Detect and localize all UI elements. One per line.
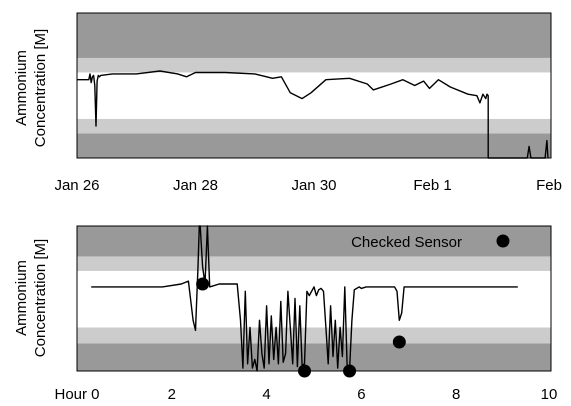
band-3 (77, 256, 551, 271)
x-tick-labels: Hour 0 2 4 6 8 10 (54, 386, 557, 403)
x-tick-label: 10 (541, 386, 558, 403)
x-tick-label: Jan 30 (291, 177, 336, 194)
band-2 (77, 270, 551, 328)
legend-label: Checked Sensor (351, 234, 462, 251)
y-axis-label-line1: Ammonium (13, 50, 30, 126)
x-tick-label: 6 (357, 386, 365, 403)
y-axis-label-line2: Concentration [M] (32, 239, 49, 357)
plot-frame (76, 225, 552, 372)
band-1 (77, 327, 551, 344)
x-tick-label: Jan 28 (173, 177, 218, 194)
chart-bottom: Hour 0 2 4 6 8 10 Ammonium Concentration [M] … (13, 225, 557, 403)
band-1 (77, 118, 551, 134)
series-lines (91, 225, 518, 372)
x-tick-label: Feb (536, 177, 562, 194)
threshold-bands (77, 13, 551, 158)
band-3 (77, 57, 551, 73)
band-4 (77, 226, 551, 257)
x-tick-label: Jan 26 (54, 177, 99, 194)
x-tick-label: 2 (168, 386, 176, 403)
threshold-bands (77, 226, 551, 371)
chart-top: Jan 26 Jan 28 Jan 30 Feb 1 Feb Ammonium Conc… (13, 12, 562, 194)
checked-sensor-point (196, 277, 210, 291)
x-tick-label: Hour 0 (54, 386, 99, 403)
plot-frame (76, 12, 552, 159)
band-0 (77, 343, 551, 371)
band-2 (77, 72, 551, 119)
checked-sensor-point (392, 335, 406, 349)
x-tick-label: 4 (262, 386, 270, 403)
band-0 (77, 133, 551, 158)
x-tick-label: 8 (452, 386, 460, 403)
y-axis-label-line2: Concentration [M] (32, 29, 49, 147)
band-4 (77, 13, 551, 58)
legend-marker (496, 234, 510, 248)
series-line-0 (91, 225, 518, 372)
x-tick-labels: Jan 26 Jan 28 Jan 30 Feb 1 Feb (54, 177, 561, 194)
x-tick-label: Feb 1 (413, 177, 451, 194)
legend: Checked Sensor (351, 234, 510, 251)
y-axis-label-line1: Ammonium (13, 260, 30, 336)
